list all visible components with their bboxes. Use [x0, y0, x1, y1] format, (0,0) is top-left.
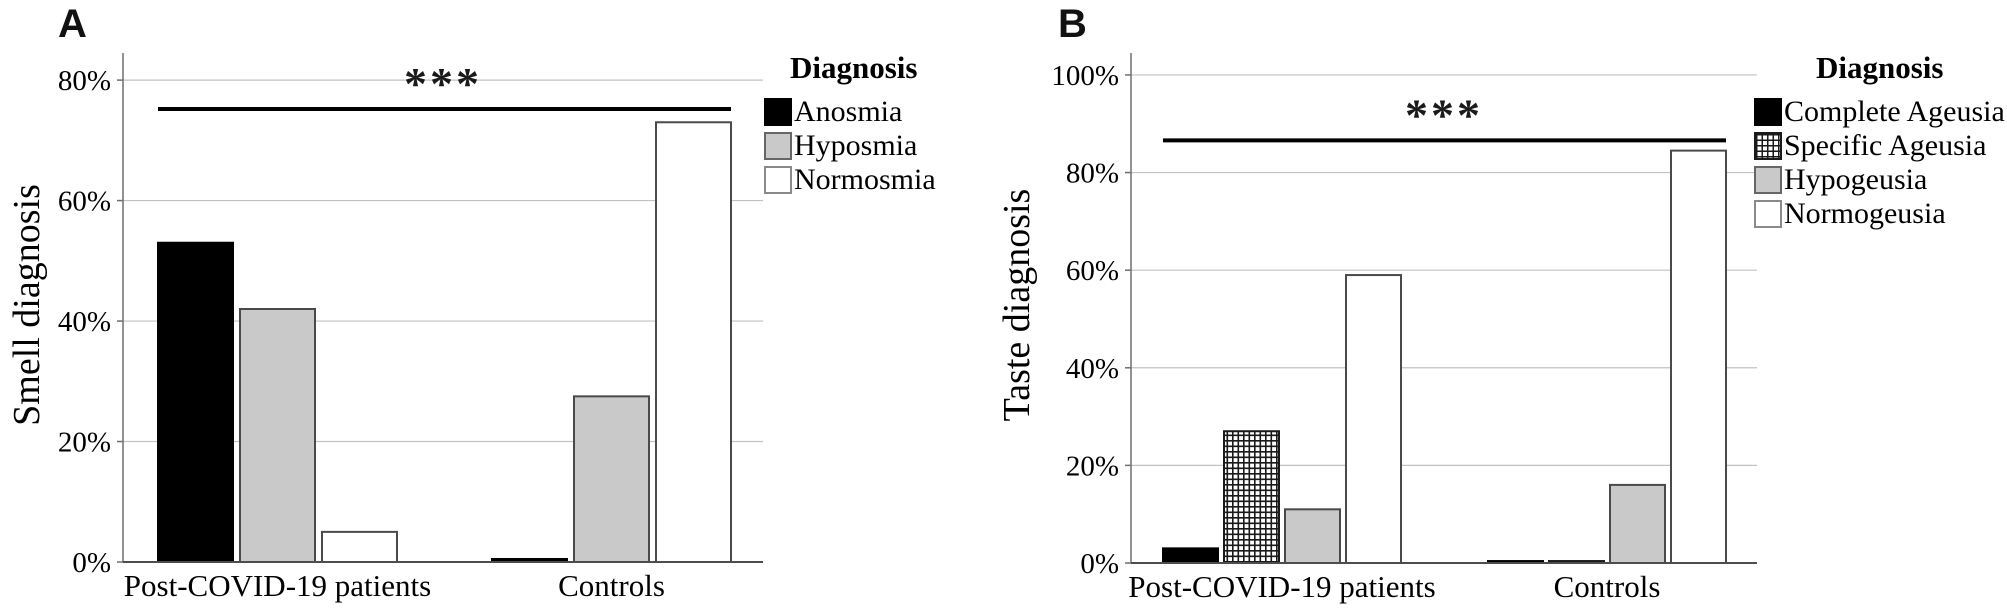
- bar-hypogeusia-controls: [1609, 483, 1666, 564]
- white-swatch-icon: [764, 166, 792, 194]
- bar-normosmia-controls: [655, 121, 732, 563]
- y-tick-label: 100%: [1051, 60, 1119, 92]
- y-tick-label: 40%: [58, 306, 111, 338]
- black-swatch-icon: [764, 98, 792, 126]
- y-tick-label: 0%: [1080, 548, 1119, 580]
- legend-item-label: Hyposmia: [794, 129, 918, 162]
- significance-stars: ***: [1405, 89, 1483, 140]
- panel-a-y-axis-title: Smell diagnosis: [6, 184, 48, 426]
- legend-item-hyposmia: Hyposmia: [764, 129, 936, 163]
- legend-item-normosmia: Normosmia: [764, 163, 936, 197]
- legend-item-label: Hypogeusia: [1784, 163, 1928, 196]
- y-tick-label: 80%: [58, 65, 111, 97]
- bar-normogeusia-post-covid: [1345, 274, 1402, 564]
- legend-item-complete-ageusia: Complete Ageusia: [1754, 95, 2005, 129]
- bar-anosmia-post-covid: [157, 241, 234, 563]
- x-category-label: Controls: [558, 568, 665, 603]
- gray-swatch-icon: [1754, 166, 1782, 194]
- y-tick-label: 60%: [58, 186, 111, 218]
- bar-hyposmia-controls: [573, 395, 650, 564]
- panel-a-legend: Diagnosis Anosmia Hyposmia Normosmia: [764, 50, 936, 197]
- y-tick-label: 60%: [1066, 255, 1119, 287]
- legend-item-anosmia: Anosmia: [764, 95, 936, 129]
- legend-item-label: Anosmia: [794, 95, 903, 128]
- y-tick-label: 40%: [1066, 353, 1119, 385]
- legend-item-label: Specific Ageusia: [1784, 129, 1987, 162]
- legend-item-specific-ageusia: Specific Ageusia: [1754, 129, 2005, 163]
- x-category-label: Controls: [1554, 569, 1661, 604]
- legend-title: Diagnosis: [790, 50, 918, 85]
- gray-swatch-icon: [764, 132, 792, 160]
- crosshatch-swatch-icon: [1754, 132, 1782, 160]
- white-swatch-icon: [1754, 200, 1782, 228]
- x-category-label: Post-COVID-19 patients: [124, 568, 431, 603]
- y-tick-label: 20%: [58, 427, 111, 459]
- legend-item-hypogeusia: Hypogeusia: [1754, 163, 2005, 197]
- panel-b-legend: Diagnosis Complete Ageusia Specific Ageu…: [1754, 50, 2005, 231]
- bar-specific-ageusia-post-covid: [1223, 430, 1280, 565]
- panel-a-letter: A: [58, 2, 87, 46]
- bar-normogeusia-controls: [1670, 149, 1727, 564]
- significance-stars: ***: [404, 58, 482, 109]
- legend-item-label: Normosmia: [794, 163, 936, 196]
- panel-b-y-axis-title: Taste diagnosis: [996, 188, 1038, 422]
- bar-hypogeusia-post-covid: [1284, 508, 1341, 565]
- legend-title: Diagnosis: [1816, 50, 1944, 85]
- y-tick-label: 20%: [1066, 450, 1119, 482]
- x-category-label: Post-COVID-19 patients: [1128, 569, 1435, 604]
- bar-hyposmia-post-covid: [239, 308, 316, 563]
- bar-complete-ageusia-post-covid: [1162, 547, 1219, 564]
- legend-item-label: Normogeusia: [1784, 197, 1946, 230]
- black-swatch-icon: [1754, 98, 1782, 126]
- panel-b-letter: B: [1058, 2, 1087, 46]
- y-tick-label: 0%: [72, 547, 111, 579]
- bar-normosmia-post-covid: [321, 530, 398, 563]
- legend-item-label: Complete Ageusia: [1784, 95, 2005, 128]
- y-tick-label: 80%: [1066, 158, 1119, 190]
- legend-item-normogeusia: Normogeusia: [1754, 197, 2005, 231]
